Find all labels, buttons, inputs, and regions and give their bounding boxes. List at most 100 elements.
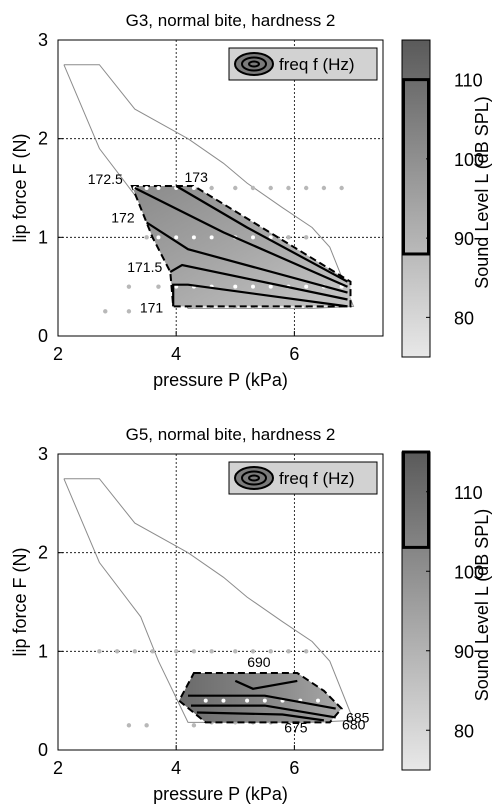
- colorbar-tick-label: 90: [454, 229, 474, 249]
- contour-line: [188, 694, 336, 710]
- legend-contour-icon: [234, 466, 274, 490]
- sample-point: [321, 185, 327, 191]
- x-tick-label: 4: [171, 758, 181, 778]
- y-tick-label: 0: [38, 326, 48, 346]
- sample-point: [250, 185, 256, 191]
- legend-contour-icon-core: [248, 60, 260, 68]
- sample-point: [150, 649, 155, 654]
- sample-point: [250, 649, 256, 654]
- colorbar-tick-label: 80: [454, 721, 474, 741]
- legend-contour-icon-inner: [241, 56, 267, 72]
- sound-level-region: [177, 672, 343, 724]
- sample-point: [191, 649, 197, 654]
- legend-contour-icon-core: [248, 474, 260, 482]
- sample-point: [303, 649, 309, 654]
- sample-point-inside: [251, 284, 255, 289]
- sample-point-inside: [251, 235, 255, 240]
- contour-label: 173: [185, 169, 209, 185]
- contour-line: [134, 187, 348, 288]
- colorbar-label: Sound Level L (dB SPL): [472, 509, 492, 701]
- y-tick-label: 1: [38, 227, 48, 247]
- sample-point-inside: [156, 186, 161, 190]
- sample-point: [144, 235, 149, 240]
- contour-line: [175, 185, 349, 283]
- sample-point-inside: [203, 698, 208, 703]
- colorbar-highlight: [402, 450, 430, 549]
- sample-point-inside: [221, 698, 226, 703]
- colorbar: [401, 39, 431, 358]
- sample-point: [303, 185, 309, 191]
- sample-point-inside: [191, 186, 196, 190]
- contour-label: 675: [284, 719, 308, 735]
- y-tick-label: 1: [38, 641, 48, 661]
- y-tick-label: 2: [38, 543, 48, 563]
- contour-line: [146, 221, 348, 294]
- x-tick-label: 2: [53, 344, 63, 364]
- sample-point-inside: [209, 235, 214, 240]
- colorbar-tick-label: 100: [454, 150, 484, 170]
- sample-point: [268, 649, 273, 654]
- sample-point-inside: [262, 698, 267, 703]
- contour-label: 685: [346, 710, 370, 726]
- sample-point: [126, 284, 132, 289]
- sample-point: [156, 284, 161, 289]
- contour-label: 172.5: [88, 171, 123, 187]
- sample-point: [233, 649, 238, 654]
- sample-point-inside: [191, 235, 196, 240]
- y-axis-label: lip force F (N): [10, 547, 30, 656]
- contour-label: 171: [140, 299, 164, 315]
- sample-point: [303, 235, 309, 240]
- sample-point: [97, 649, 102, 654]
- y-tick-label: 3: [38, 444, 48, 464]
- chart-panel-1: G3, normal bite, hardness 2 171 171.5 172 17…: [10, 11, 492, 390]
- sample-point-inside: [245, 698, 250, 703]
- sample-point-inside: [174, 235, 179, 240]
- contour-label: 680: [342, 716, 366, 732]
- sample-point: [191, 723, 197, 728]
- contour-label: 172: [111, 210, 135, 226]
- sample-point-inside: [304, 284, 309, 289]
- colorbar: [401, 451, 431, 771]
- sample-point: [286, 235, 291, 240]
- colorbar-tick-label: 110: [454, 71, 483, 91]
- sample-point-inside: [268, 284, 273, 289]
- x-axis-label: pressure P (kPa): [153, 370, 288, 390]
- sample-point: [114, 649, 120, 654]
- sample-point: [126, 723, 132, 728]
- colorbar-label: Sound Level L (dB SPL): [472, 96, 492, 288]
- sample-point-inside: [316, 698, 320, 703]
- sample-point-inside: [268, 235, 273, 240]
- contour-line: [191, 704, 336, 719]
- sample-point: [209, 185, 214, 191]
- sample-point: [233, 185, 238, 191]
- chart-panel-2: G5, normal bite, hardness 26906856806752…: [10, 425, 492, 804]
- colorbar-highlight: [402, 78, 430, 256]
- sample-point: [126, 309, 132, 314]
- playable-outline: [63, 478, 355, 723]
- y-tick-label: 0: [38, 740, 48, 760]
- sample-point: [268, 185, 273, 191]
- x-tick-label: 6: [289, 758, 299, 778]
- legend-label: freq f (Hz): [279, 55, 355, 74]
- chart-title: G3, normal bite, hardness 2: [126, 11, 336, 30]
- colorbar-tick-label: 110: [454, 483, 483, 503]
- sample-point-inside: [233, 284, 238, 289]
- sample-point: [286, 185, 291, 191]
- chart-title: G5, normal bite, hardness 2: [126, 425, 336, 444]
- contour-label: 690: [247, 654, 271, 670]
- x-tick-label: 2: [53, 758, 63, 778]
- legend-label: freq f (Hz): [279, 469, 355, 488]
- x-axis-label: pressure P (kPa): [153, 784, 288, 804]
- contour-line: [172, 283, 348, 308]
- sample-point: [132, 649, 138, 654]
- axes-box: [57, 453, 384, 751]
- y-axis-label: lip force F (N): [10, 133, 30, 242]
- sound-level-region: [130, 185, 352, 308]
- sample-point-inside: [156, 235, 161, 240]
- legend-contour-icon: [234, 52, 274, 76]
- sample-point: [286, 649, 291, 654]
- contour-label: 171.5: [127, 259, 162, 275]
- contour-line: [234, 679, 298, 690]
- contour-line: [169, 263, 348, 301]
